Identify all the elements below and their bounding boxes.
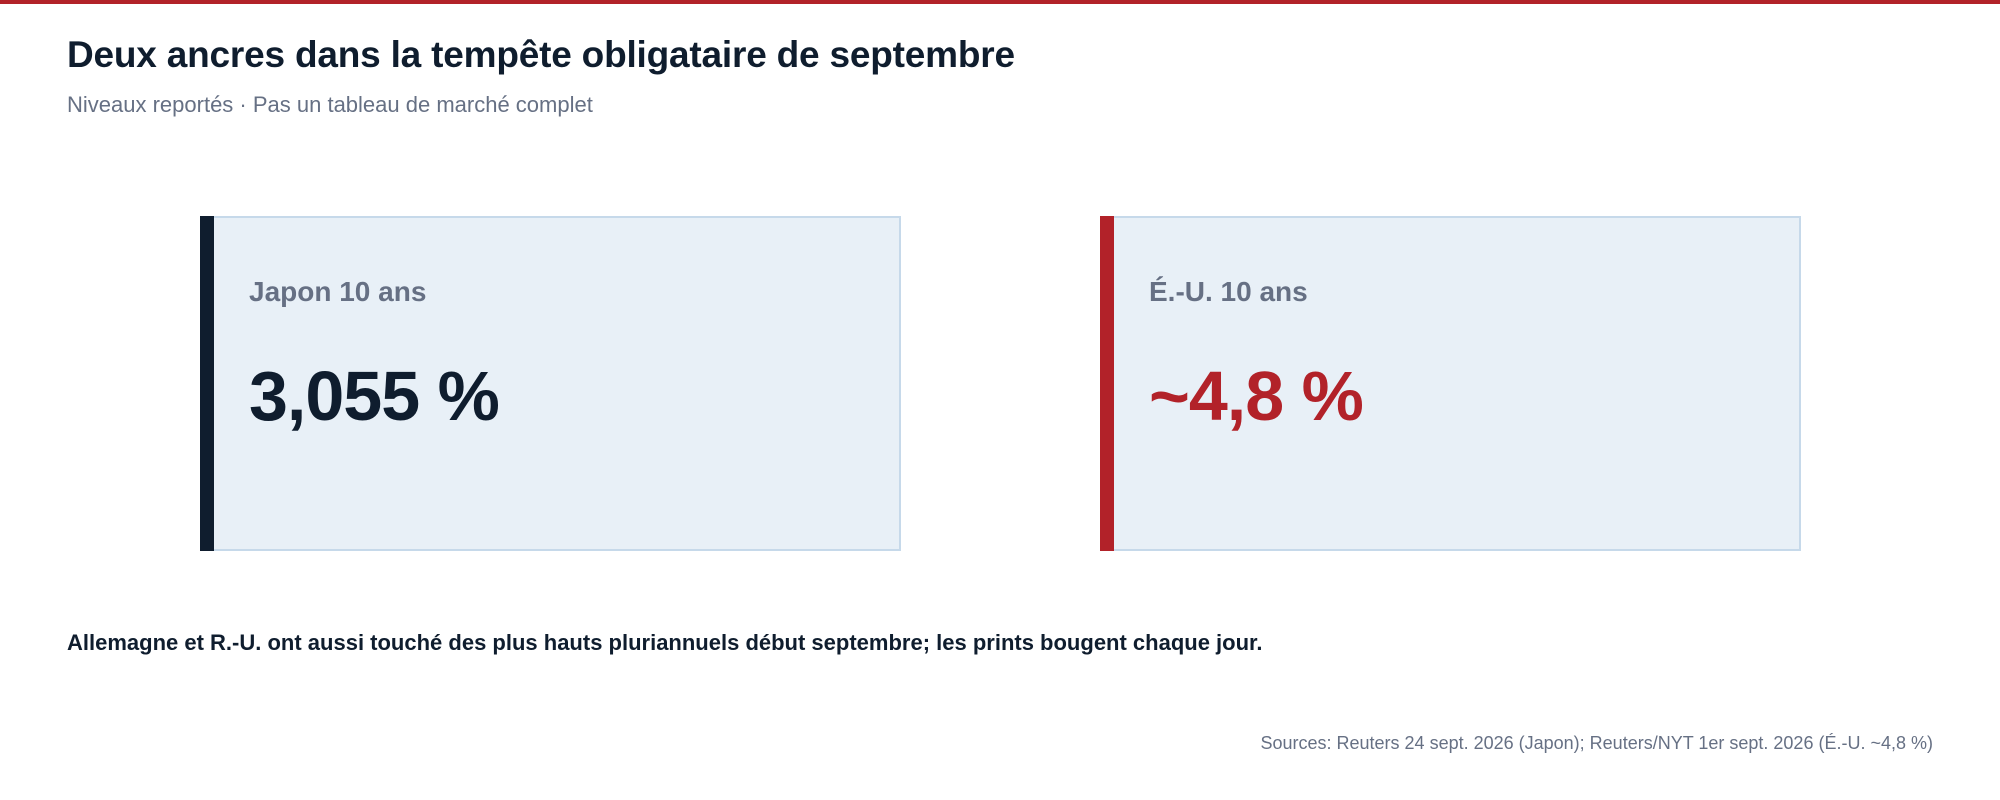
card-label: É.-U. 10 ans [1149,276,1308,307]
japan-10y-card: Japon 10 ans 3,055 % [200,216,901,551]
card-accent-bar [200,216,214,551]
top-accent-rule [0,0,2000,4]
card-value: ~4,8 % [1149,357,1364,435]
card-label: Japon 10 ans [249,276,427,307]
card-value: 3,055 % [249,357,500,435]
sources-footnote: Sources: Reuters 24 sept. 2026 (Japon); … [1260,733,1933,753]
page-subtitle: Niveaux reportés · Pas un tableau de mar… [67,92,593,117]
page-title: Deux ancres dans la tempête obligataire … [67,34,1015,75]
us-10y-card: É.-U. 10 ans ~4,8 % [1100,216,1801,551]
context-note: Allemagne et R.-U. ont aussi touché des … [67,630,1263,655]
card-accent-bar [1100,216,1114,551]
